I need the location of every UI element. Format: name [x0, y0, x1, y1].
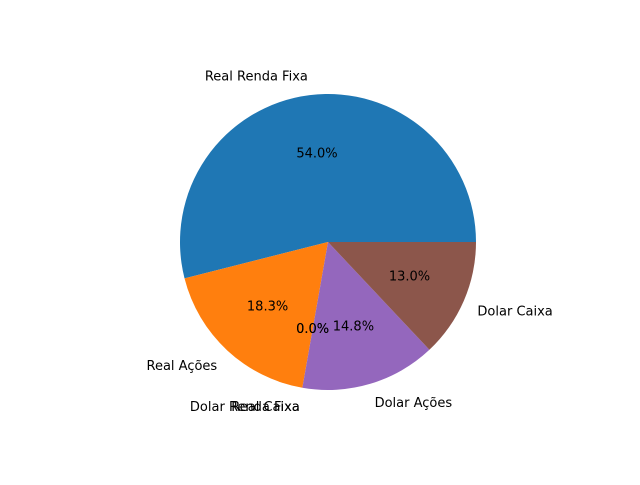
slice-pct-dolar-renda-fixa: 0.0%	[296, 322, 329, 337]
pie-labels: Real Renda Fixa 54.0% Real Ações 18.3% Real …	[147, 69, 553, 415]
pie-slice-real-renda-fixa	[180, 94, 476, 279]
slice-pct-real-caixa: 0.0%	[296, 322, 329, 337]
slice-label-real-renda-fixa: Real Renda Fixa	[205, 69, 308, 84]
slice-label-real-acoes: Real Ações	[147, 359, 218, 374]
slice-label-dolar-renda-fixa: Dolar Renda Fixa	[190, 400, 300, 415]
slice-pct-real-renda-fixa: 54.0%	[296, 146, 337, 161]
pie-slice-real-acoes	[184, 242, 328, 388]
slice-label-real-caixa: Real Caixa	[231, 400, 299, 415]
slice-label-dolar-acoes: Dolar Ações	[375, 396, 453, 411]
pie-slices	[180, 94, 476, 390]
pie-slice-dolar-acoes	[302, 242, 430, 390]
slice-pct-real-acoes: 18.3%	[247, 300, 288, 315]
slice-label-dolar-caixa: Dolar Caixa	[477, 304, 552, 319]
slice-pct-dolar-acoes: 14.8%	[333, 320, 374, 335]
pie-slice-dolar-caixa	[328, 242, 476, 350]
slice-pct-dolar-caixa: 13.0%	[389, 270, 430, 285]
